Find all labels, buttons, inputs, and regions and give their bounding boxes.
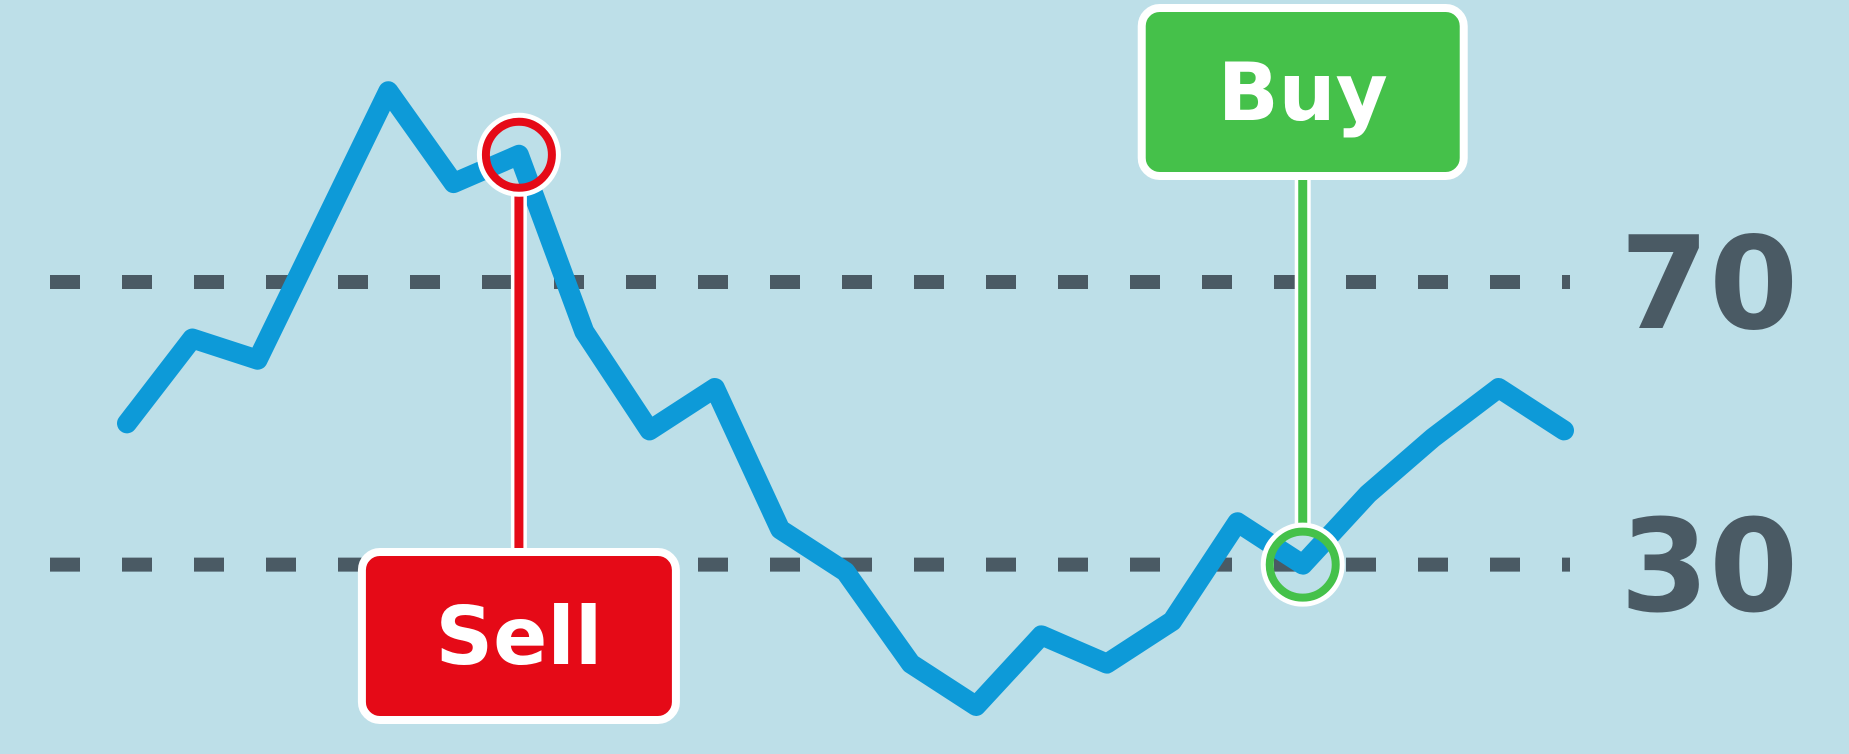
buy-marker — [1265, 527, 1340, 602]
sell-label: Sell — [436, 590, 603, 683]
signal-callouts: Sell Buy — [357, 4, 1468, 724]
sell-callout: Sell — [357, 112, 680, 724]
threshold-label-70: 70 — [1620, 210, 1798, 359]
buy-label: Buy — [1218, 46, 1388, 139]
buy-marker-outline — [1260, 522, 1345, 607]
sell-marker — [481, 117, 556, 192]
buy-callout: Buy — [1137, 4, 1468, 607]
sell-marker-outline — [476, 112, 561, 197]
sell-label-box — [357, 548, 680, 724]
threshold-label-30: 30 — [1620, 493, 1798, 642]
threshold-labels: 70 30 — [1620, 210, 1798, 642]
buy-label-box — [1137, 4, 1468, 180]
